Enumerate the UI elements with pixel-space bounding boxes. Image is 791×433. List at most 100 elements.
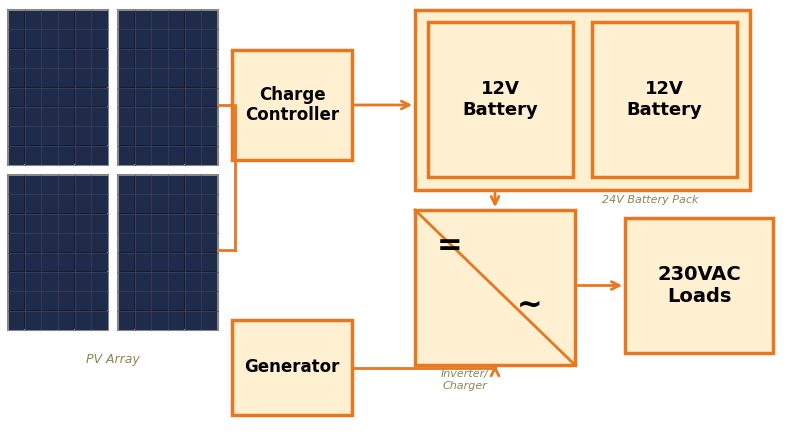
FancyBboxPatch shape	[135, 10, 151, 29]
Text: 12V
Battery: 12V Battery	[626, 80, 702, 119]
FancyBboxPatch shape	[119, 292, 134, 310]
FancyBboxPatch shape	[42, 272, 58, 291]
FancyBboxPatch shape	[59, 30, 74, 48]
FancyBboxPatch shape	[75, 127, 91, 145]
FancyBboxPatch shape	[59, 234, 74, 252]
FancyBboxPatch shape	[9, 88, 25, 107]
FancyBboxPatch shape	[9, 49, 25, 68]
FancyBboxPatch shape	[42, 292, 58, 310]
FancyBboxPatch shape	[152, 214, 168, 233]
FancyBboxPatch shape	[119, 311, 134, 330]
FancyBboxPatch shape	[119, 175, 134, 194]
FancyBboxPatch shape	[168, 195, 184, 213]
FancyBboxPatch shape	[59, 68, 74, 87]
FancyBboxPatch shape	[185, 49, 201, 68]
FancyBboxPatch shape	[232, 50, 352, 160]
FancyBboxPatch shape	[92, 292, 108, 310]
FancyBboxPatch shape	[42, 68, 58, 87]
FancyBboxPatch shape	[119, 49, 134, 68]
FancyBboxPatch shape	[135, 272, 151, 291]
FancyBboxPatch shape	[168, 175, 184, 194]
FancyBboxPatch shape	[42, 30, 58, 48]
FancyBboxPatch shape	[75, 146, 91, 165]
FancyBboxPatch shape	[135, 127, 151, 145]
FancyBboxPatch shape	[75, 68, 91, 87]
FancyBboxPatch shape	[75, 272, 91, 291]
FancyBboxPatch shape	[168, 127, 184, 145]
FancyBboxPatch shape	[202, 107, 218, 126]
FancyBboxPatch shape	[75, 292, 91, 310]
FancyBboxPatch shape	[42, 127, 58, 145]
FancyBboxPatch shape	[119, 214, 134, 233]
FancyBboxPatch shape	[9, 272, 25, 291]
FancyBboxPatch shape	[42, 10, 58, 29]
FancyBboxPatch shape	[42, 49, 58, 68]
FancyBboxPatch shape	[202, 68, 218, 87]
FancyBboxPatch shape	[59, 272, 74, 291]
FancyBboxPatch shape	[92, 311, 108, 330]
FancyBboxPatch shape	[152, 107, 168, 126]
FancyBboxPatch shape	[202, 292, 218, 310]
FancyBboxPatch shape	[185, 107, 201, 126]
FancyBboxPatch shape	[75, 49, 91, 68]
FancyBboxPatch shape	[75, 195, 91, 213]
FancyBboxPatch shape	[42, 195, 58, 213]
FancyBboxPatch shape	[9, 10, 25, 29]
FancyBboxPatch shape	[119, 195, 134, 213]
FancyBboxPatch shape	[202, 127, 218, 145]
FancyBboxPatch shape	[152, 175, 168, 194]
FancyBboxPatch shape	[75, 175, 91, 194]
FancyBboxPatch shape	[119, 68, 134, 87]
FancyBboxPatch shape	[202, 146, 218, 165]
FancyBboxPatch shape	[92, 127, 108, 145]
FancyBboxPatch shape	[75, 234, 91, 252]
FancyBboxPatch shape	[135, 253, 151, 271]
FancyBboxPatch shape	[25, 107, 41, 126]
FancyBboxPatch shape	[8, 175, 108, 330]
FancyBboxPatch shape	[152, 146, 168, 165]
FancyBboxPatch shape	[59, 214, 74, 233]
FancyBboxPatch shape	[185, 30, 201, 48]
FancyBboxPatch shape	[92, 234, 108, 252]
FancyBboxPatch shape	[168, 68, 184, 87]
Text: ~: ~	[517, 291, 543, 320]
FancyBboxPatch shape	[75, 88, 91, 107]
FancyBboxPatch shape	[92, 49, 108, 68]
FancyBboxPatch shape	[119, 253, 134, 271]
FancyBboxPatch shape	[119, 146, 134, 165]
FancyBboxPatch shape	[25, 195, 41, 213]
FancyBboxPatch shape	[75, 253, 91, 271]
FancyBboxPatch shape	[75, 10, 91, 29]
FancyBboxPatch shape	[202, 30, 218, 48]
FancyBboxPatch shape	[42, 146, 58, 165]
FancyBboxPatch shape	[168, 30, 184, 48]
FancyBboxPatch shape	[25, 175, 41, 194]
FancyBboxPatch shape	[168, 107, 184, 126]
FancyBboxPatch shape	[135, 175, 151, 194]
FancyBboxPatch shape	[59, 10, 74, 29]
FancyBboxPatch shape	[25, 68, 41, 87]
FancyBboxPatch shape	[185, 234, 201, 252]
FancyBboxPatch shape	[25, 292, 41, 310]
FancyBboxPatch shape	[152, 127, 168, 145]
FancyBboxPatch shape	[9, 292, 25, 310]
Text: Inverter/
Charger: Inverter/ Charger	[441, 369, 489, 391]
Text: PV Array: PV Array	[86, 353, 140, 366]
FancyBboxPatch shape	[25, 272, 41, 291]
FancyBboxPatch shape	[152, 30, 168, 48]
FancyBboxPatch shape	[9, 30, 25, 48]
FancyBboxPatch shape	[415, 10, 750, 190]
FancyBboxPatch shape	[185, 88, 201, 107]
FancyBboxPatch shape	[119, 127, 134, 145]
Text: 12V
Battery: 12V Battery	[463, 80, 539, 119]
FancyBboxPatch shape	[119, 234, 134, 252]
FancyBboxPatch shape	[25, 214, 41, 233]
FancyBboxPatch shape	[92, 88, 108, 107]
FancyBboxPatch shape	[9, 127, 25, 145]
FancyBboxPatch shape	[202, 49, 218, 68]
FancyBboxPatch shape	[135, 49, 151, 68]
FancyBboxPatch shape	[135, 68, 151, 87]
FancyBboxPatch shape	[119, 30, 134, 48]
FancyBboxPatch shape	[42, 234, 58, 252]
FancyBboxPatch shape	[202, 234, 218, 252]
